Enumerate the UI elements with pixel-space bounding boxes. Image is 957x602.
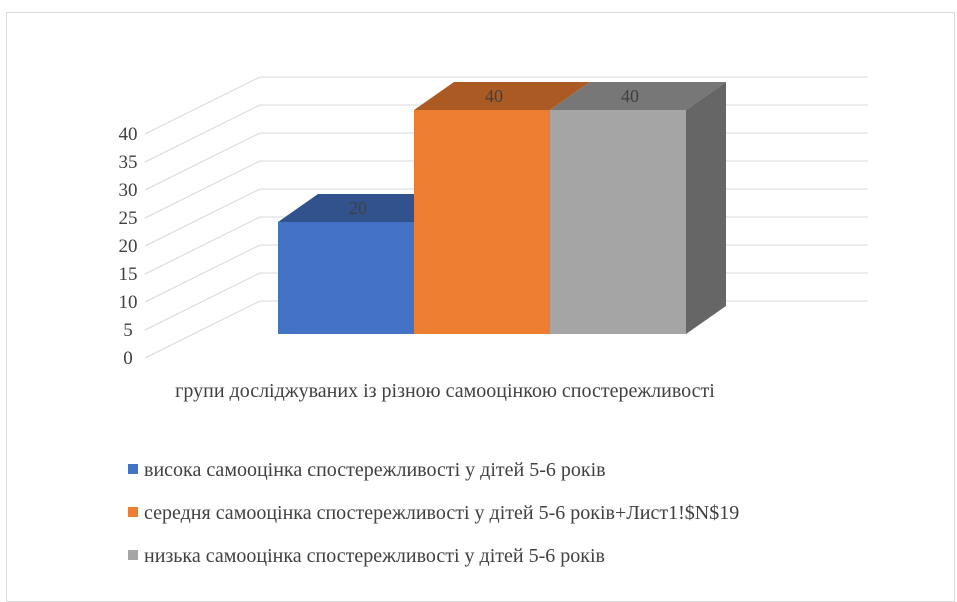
bar-top (414, 82, 590, 110)
bar-top (278, 194, 454, 222)
bar-top (550, 82, 726, 110)
legend-swatch-medium (128, 507, 138, 518)
bar-front (414, 110, 550, 334)
y-tick-label: 25 (119, 208, 138, 229)
legend-item-low: низька самооцінка спостережливості у діт… (128, 542, 928, 570)
legend-item-medium: середня самооцінка спостережливості у ді… (128, 499, 928, 527)
y-tick-label: 35 (119, 152, 138, 173)
gridline-side (144, 132, 261, 191)
y-tick-label: 0 (123, 348, 133, 369)
bar-front (278, 222, 414, 334)
y-tick-label: 15 (119, 264, 138, 285)
data-label: 40 (621, 86, 639, 106)
data-label: 20 (349, 198, 367, 218)
chart-plot: 0 5 10 15 20 25 30 35 40 20 40 40 (119, 76, 868, 369)
gridline-side (144, 244, 261, 303)
legend-swatch-high (128, 464, 138, 475)
y-tick-label: 10 (119, 292, 138, 313)
gridline-side (144, 216, 261, 275)
gridline-side (144, 188, 261, 247)
bar-side (686, 82, 726, 334)
y-tick-label: 20 (119, 236, 138, 257)
y-tick-label: 30 (119, 180, 138, 201)
gridline-side (144, 76, 261, 135)
gridline-side (144, 160, 261, 219)
bar-front (550, 110, 686, 334)
legend: висока самооцінка спостережливості у діт… (128, 456, 928, 585)
x-axis-title: групи досліджуваних із різною самооцінко… (175, 380, 715, 402)
legend-swatch-low (128, 550, 138, 561)
gridline-side (144, 300, 261, 359)
gridline-side (144, 272, 261, 331)
legend-item-high: висока самооцінка спостережливості у діт… (128, 456, 928, 484)
y-tick-label: 40 (119, 124, 138, 145)
gridline-side (144, 104, 261, 163)
legend-label-high: висока самооцінка спостережливості у діт… (144, 459, 606, 481)
legend-label-medium: середня самооцінка спостережливості у ді… (144, 502, 740, 524)
legend-label-low: низька самооцінка спостережливості у діт… (144, 545, 605, 567)
y-tick-label: 5 (123, 320, 133, 341)
data-label: 40 (485, 86, 503, 106)
